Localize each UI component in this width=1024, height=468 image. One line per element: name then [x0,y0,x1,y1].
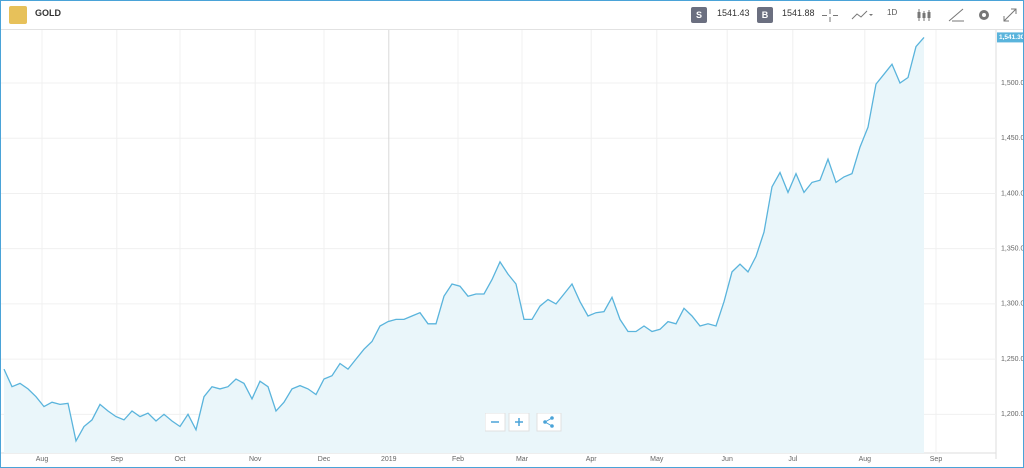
zoom-controls [484,412,565,438]
x-tick-label: Sep [111,456,124,463]
x-tick-label: Apr [586,456,598,463]
x-tick-label: Feb [452,456,464,463]
y-tick-label: 1,200.00 [1001,411,1023,418]
x-tick-label: Oct [175,456,186,463]
x-tick-label: Nov [249,456,262,463]
buy-badge[interactable]: B [757,7,773,23]
instrument-name: GOLD [35,8,61,18]
x-tick-label: Aug [36,456,49,463]
chart-type-button[interactable] [851,7,873,23]
area-fill [4,37,924,454]
price-tag-label: 1,541.30 [999,34,1023,41]
x-tick-label: Sep [930,456,943,463]
y-tick-label: 1,450.00 [1001,135,1023,142]
x-tick-label: May [650,456,664,463]
crosshair-button[interactable] [819,7,841,23]
price-tag [997,32,1023,43]
y-tick-label: 1,400.00 [1001,190,1023,197]
x-tick-label: Dec [318,456,331,463]
x-tick-label: 2019 [381,456,397,463]
x-tick-label: Mar [516,456,529,463]
buy-price[interactable]: 1541.88 [782,8,815,18]
y-tick-label: 1,300.00 [1001,301,1023,308]
instrument-icon [9,6,27,24]
price-line [3,36,925,443]
zoom-buttons[interactable] [484,412,565,433]
draw-button[interactable] [947,7,969,23]
sell-price[interactable]: 1541.43 [717,8,750,18]
y-tick-label: 1,250.00 [1001,356,1023,363]
sell-badge[interactable]: S [691,7,707,23]
settings-button[interactable] [975,7,997,23]
timeframe-button[interactable]: 1D [887,8,898,17]
y-tick-label: 1,350.00 [1001,246,1023,253]
x-tick-label: Aug [859,456,872,463]
fullscreen-button[interactable] [1001,7,1023,23]
x-tick-label: Jun [722,456,733,463]
y-tick-label: 1,500.00 [1001,80,1023,87]
chart: 1,200.00 1,250.00 1,300.00 1,350.00 1,400.00… [1,30,1023,463]
candle-button[interactable] [915,7,937,23]
toolbar: GOLD S 1541.43 B 1541.88 1D [1,1,1023,30]
x-tick-label: Jul [788,456,797,463]
